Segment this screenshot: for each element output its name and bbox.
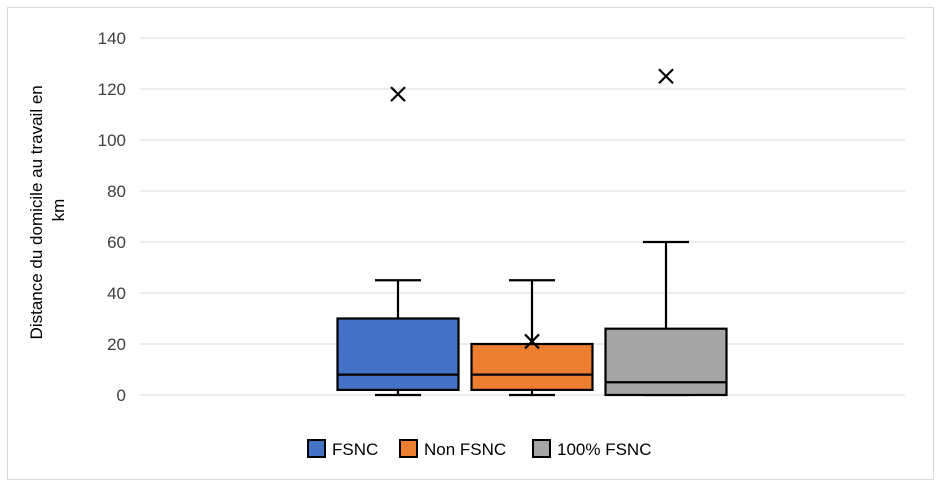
y-tick-label-0: 0 bbox=[117, 386, 126, 405]
y-axis-ticks: 0 20 40 60 80 100 120 140 bbox=[98, 29, 126, 405]
legend-label-1: FSNC bbox=[332, 440, 378, 459]
y-axis-title: Distance du domicile au travail en km bbox=[27, 81, 68, 340]
y-tick-label-120: 120 bbox=[98, 80, 126, 99]
y-axis-title-line-2: km bbox=[49, 199, 68, 222]
outlier-marker-1-1 bbox=[390, 86, 406, 102]
gridlines bbox=[140, 37, 905, 396]
y-tick-label-40: 40 bbox=[107, 284, 126, 303]
y-tick-label-60: 60 bbox=[107, 233, 126, 252]
legend-swatch-2 bbox=[399, 439, 418, 458]
box-body-2 bbox=[470, 342, 594, 392]
box-body-1 bbox=[336, 317, 460, 392]
y-tick-label-100: 100 bbox=[98, 131, 126, 150]
y-tick-label-80: 80 bbox=[107, 182, 126, 201]
legend-item-2: Non FSNC bbox=[399, 439, 506, 459]
legend-swatch-1 bbox=[307, 439, 326, 458]
legend-item-3: 100% FSNC bbox=[532, 439, 651, 459]
legend-label-2: Non FSNC bbox=[424, 440, 506, 459]
y-tick-label-140: 140 bbox=[98, 29, 126, 48]
box-body-3 bbox=[604, 327, 728, 397]
y-tick-label-20: 20 bbox=[107, 335, 126, 354]
box-2 bbox=[470, 279, 594, 397]
legend-item-1: FSNC bbox=[307, 439, 378, 459]
outlier-marker-3-1 bbox=[658, 68, 674, 85]
box-1 bbox=[336, 86, 460, 397]
legend: FSNC Non FSNC 100% FSNC bbox=[307, 439, 651, 459]
box-plots bbox=[336, 68, 728, 397]
mean-marker-2 bbox=[524, 333, 540, 350]
legend-swatch-3 bbox=[532, 439, 551, 458]
y-axis-title-line-1: Distance du domicile au travail en bbox=[27, 85, 46, 339]
legend-label-3: 100% FSNC bbox=[557, 440, 651, 459]
box-3 bbox=[604, 68, 728, 397]
chart-frame bbox=[7, 7, 934, 480]
